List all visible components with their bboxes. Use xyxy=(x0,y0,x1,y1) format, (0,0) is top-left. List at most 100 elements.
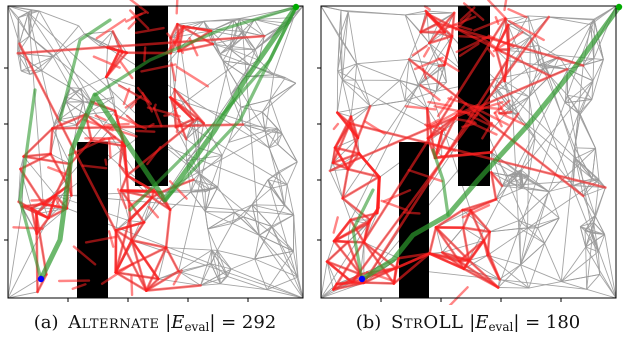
evaluated-edge xyxy=(146,145,162,166)
evaluated-edge xyxy=(419,12,429,34)
roadmap-edge xyxy=(595,148,600,180)
roadmap-edge xyxy=(205,211,233,224)
evaluated-edge xyxy=(425,118,440,128)
roadmap-edge xyxy=(510,182,522,189)
roadmap-edge xyxy=(262,111,283,134)
roadmap-edge xyxy=(65,101,87,115)
roadmap-edge xyxy=(320,5,342,11)
roadmap-edge xyxy=(582,195,596,216)
evaluated-edge xyxy=(71,283,87,290)
roadmap-edge xyxy=(269,77,286,100)
roadmap-edge xyxy=(169,191,192,211)
roadmap-edge xyxy=(370,100,406,107)
roadmap-edge xyxy=(205,211,235,213)
roadmap-edge xyxy=(341,79,352,117)
roadmap-edge xyxy=(293,251,299,278)
start-marker xyxy=(37,275,45,283)
roadmap-edge xyxy=(7,5,29,14)
roadmap-edge xyxy=(277,144,298,163)
roadmap-edge xyxy=(242,124,266,132)
evaluated-edge xyxy=(170,62,177,82)
evaluated-edge xyxy=(441,251,471,262)
roadmap-edge xyxy=(38,10,79,27)
roadmap-edge xyxy=(350,12,455,221)
evaluated-edge xyxy=(153,103,157,110)
evaluated-edge xyxy=(494,16,500,25)
roadmap-edge xyxy=(329,170,344,199)
roadmap-edge xyxy=(594,215,606,235)
roadmap-edge xyxy=(537,227,546,244)
evaluated-edge xyxy=(54,197,61,208)
evaluated-edge xyxy=(68,139,93,166)
roadmap-edge xyxy=(278,171,285,206)
roadmap-edge xyxy=(579,114,597,149)
evaluated-edge xyxy=(397,252,431,260)
roadmap-edge xyxy=(495,198,520,221)
roadmap-edge xyxy=(193,173,200,181)
roadmap-edge xyxy=(341,63,358,81)
roadmap-edge xyxy=(538,45,560,58)
roadmap-edge xyxy=(520,169,530,177)
roadmap-edge xyxy=(278,171,288,185)
roadmap-edge xyxy=(320,261,328,299)
roadmap-edge xyxy=(200,275,228,286)
metric-value: | = 292 xyxy=(209,312,277,333)
evaluated-edge xyxy=(94,114,107,122)
evaluated-edge xyxy=(444,15,477,30)
goal-marker xyxy=(292,3,300,11)
roadmap-edge xyxy=(520,227,529,265)
candidate-path xyxy=(351,188,375,281)
roadmap-edge xyxy=(518,148,596,221)
roadmap-edge xyxy=(527,36,531,228)
roadmap-edge xyxy=(249,49,256,66)
evaluated-edge xyxy=(443,34,454,67)
roadmap-edge xyxy=(18,168,21,202)
evaluated-edge xyxy=(145,246,168,292)
roadmap-edge xyxy=(504,81,512,113)
roadmap-edge xyxy=(561,281,587,290)
roadmap-edge xyxy=(426,12,455,15)
evaluated-edge xyxy=(164,208,172,249)
roadmap-edge xyxy=(265,130,283,135)
roadmap-edge xyxy=(527,217,560,229)
evaluated-edge xyxy=(177,42,214,53)
evaluated-edge xyxy=(434,208,464,229)
roadmap-edge xyxy=(259,214,294,236)
evaluated-edge xyxy=(175,65,210,88)
evaluated-edge xyxy=(67,137,106,157)
roadmap-edge xyxy=(561,251,599,282)
evaluated-edge xyxy=(481,37,503,53)
metric-subscript: eval xyxy=(488,320,514,334)
roadmap-edge xyxy=(354,63,358,81)
roadmap-edge xyxy=(426,91,437,109)
roadmap-edge xyxy=(336,79,343,113)
roadmap-edge xyxy=(254,235,260,260)
evaluated-edge xyxy=(469,209,486,242)
roadmap-edge xyxy=(567,95,581,115)
roadmap-edge xyxy=(266,289,304,299)
evaluated-edge xyxy=(166,32,185,54)
evaluated-edge xyxy=(148,122,155,128)
roadmap-edge xyxy=(509,173,520,184)
roadmap-edge xyxy=(268,144,278,149)
roadmap-edge xyxy=(7,291,38,299)
evaluated-edge xyxy=(114,221,146,232)
roadmap-edge xyxy=(227,275,268,291)
roadmap-edge xyxy=(17,17,19,54)
roadmap-edge xyxy=(27,12,44,205)
roadmap-edge xyxy=(186,147,200,162)
evaluated-edge xyxy=(182,25,213,33)
roadmap-edge xyxy=(338,11,349,38)
roadmap-edge xyxy=(523,186,560,219)
evaluated-edge xyxy=(492,31,524,53)
evaluated-edge xyxy=(119,189,163,194)
roadmap-edge xyxy=(222,48,231,62)
evaluated-edge xyxy=(425,107,430,140)
roadmap-edge xyxy=(271,226,294,252)
roadmap-edge xyxy=(242,31,260,236)
evaluated-edge xyxy=(437,57,460,73)
roadmap-edge xyxy=(52,56,71,88)
roadmap-edge xyxy=(207,228,218,251)
roadmap-edge xyxy=(560,65,584,282)
plot-frame xyxy=(7,5,304,299)
